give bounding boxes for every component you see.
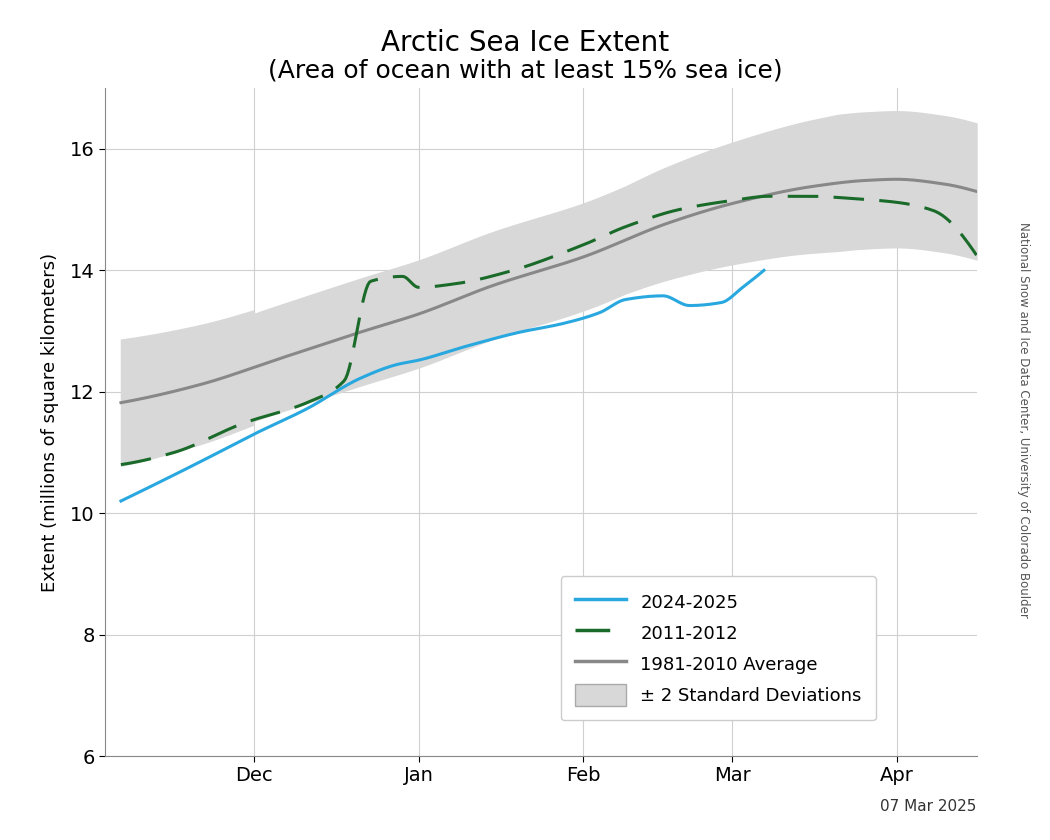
2024-2025 xyxy=(114,496,127,506)
2024-2025 xyxy=(192,458,205,468)
2011-2012 xyxy=(521,261,533,271)
1981-2010 Average xyxy=(624,233,636,243)
2011-2012 xyxy=(114,459,127,470)
1981-2010 Average xyxy=(526,268,539,278)
2024-2025 xyxy=(579,312,591,323)
2011-2012 xyxy=(526,259,539,269)
Line: 2011-2012: 2011-2012 xyxy=(121,197,977,465)
Text: National Snow and Ice Data Center, University of Colorado Boulder: National Snow and Ice Data Center, Unive… xyxy=(1017,222,1030,618)
Text: (Area of ocean with at least 15% sea ice): (Area of ocean with at least 15% sea ice… xyxy=(268,59,782,83)
1981-2010 Average xyxy=(816,180,828,190)
2011-2012 xyxy=(764,192,777,202)
1981-2010 Average xyxy=(521,270,533,280)
Text: 07 Mar 2025: 07 Mar 2025 xyxy=(880,800,976,815)
2024-2025 xyxy=(324,390,337,400)
2011-2012 xyxy=(624,220,636,230)
1981-2010 Average xyxy=(970,186,983,197)
1981-2010 Average xyxy=(951,181,964,192)
2011-2012 xyxy=(818,192,831,202)
Legend: 2024-2025, 2011-2012, 1981-2010 Average, ± 2 Standard Deviations: 2024-2025, 2011-2012, 1981-2010 Average,… xyxy=(561,576,876,720)
Text: Arctic Sea Ice Extent: Arctic Sea Ice Extent xyxy=(381,29,669,57)
Line: 1981-2010 Average: 1981-2010 Average xyxy=(121,179,977,402)
1981-2010 Average xyxy=(114,397,127,407)
2024-2025 xyxy=(519,326,531,336)
2024-2025 xyxy=(758,265,771,276)
1981-2010 Average xyxy=(889,174,902,184)
1981-2010 Average xyxy=(578,252,590,262)
Y-axis label: Extent (millions of square kilometers): Extent (millions of square kilometers) xyxy=(41,253,59,591)
2024-2025 xyxy=(370,367,382,377)
2024-2025 xyxy=(582,312,594,322)
2011-2012 xyxy=(951,225,964,235)
Line: 2024-2025: 2024-2025 xyxy=(121,270,764,501)
2011-2012 xyxy=(970,250,983,260)
2011-2012 xyxy=(578,239,590,249)
